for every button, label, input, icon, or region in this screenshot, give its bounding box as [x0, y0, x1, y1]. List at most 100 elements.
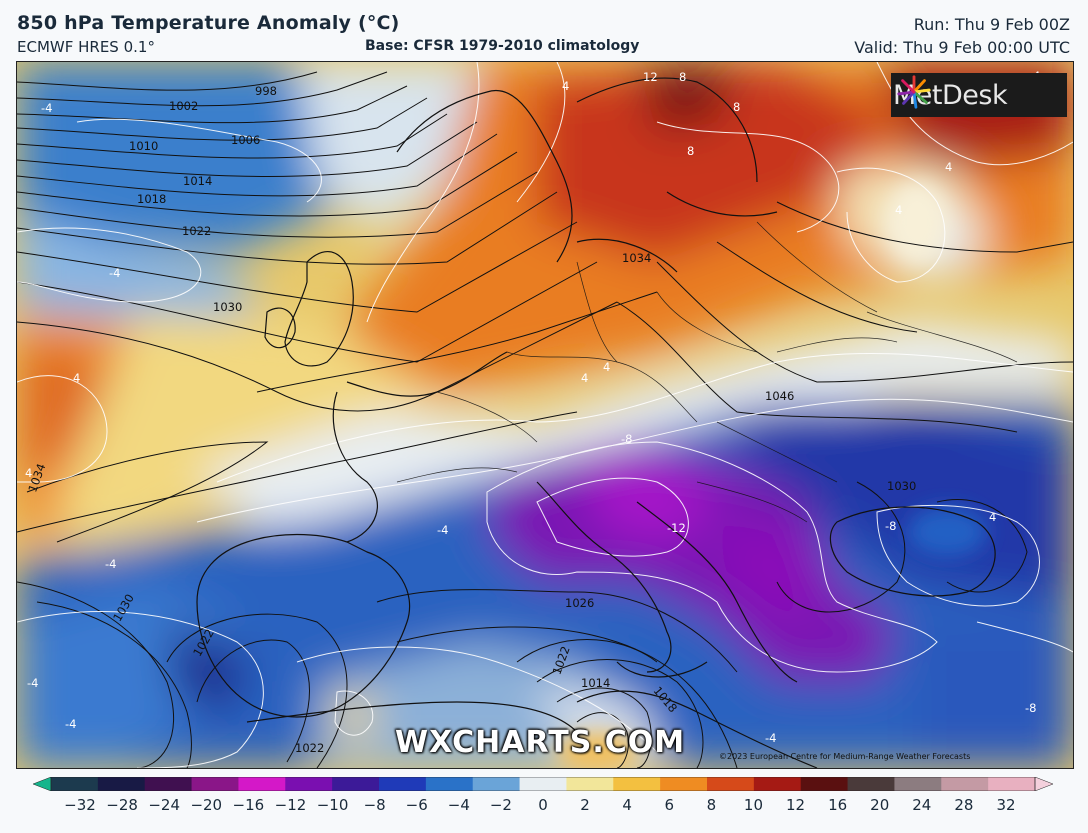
scale-cell: [519, 777, 567, 791]
anomaly-label: -4: [41, 101, 52, 115]
scale-cell: [753, 777, 802, 791]
anomaly-label: -4: [109, 266, 120, 280]
color-scale-ticks: −32 −28 −24 −20 −16 −12 −10 −8 −6 −4 −2 0 2 4 6 8 10 12 16…: [0, 796, 1088, 820]
scale-cell: [707, 777, 755, 791]
chart-header: 850 hPa Temperature Anomaly (°C) ECMWF H…: [0, 0, 1088, 62]
anomaly-map[interactable]: 998 1002 1006 1010 1014 1018 1022 1030 1…: [16, 61, 1074, 769]
scale-arrow-low: [33, 777, 52, 791]
scale-cell: [847, 777, 895, 791]
scale-cell: [660, 777, 708, 791]
anomaly-label: 4: [895, 203, 902, 217]
scale-tick-label: −32: [64, 796, 96, 814]
scale-cell: [238, 777, 286, 791]
scale-tick-label: −24: [148, 796, 180, 814]
anomaly-label: -4: [437, 523, 448, 537]
scale-arrow-high: [1034, 777, 1053, 791]
isobar-label: 998: [255, 84, 277, 98]
map-canvas: 998 1002 1006 1010 1014 1018 1022 1030 1…: [17, 62, 1073, 768]
isobars: [17, 71, 1073, 768]
run-time: Run: Thu 9 Feb 00Z: [913, 15, 1070, 34]
isobar-label: 1018: [137, 192, 166, 206]
model-name: ECMWF HRES 0.1°: [17, 38, 155, 56]
metdesk-logo: MetDesk: [891, 73, 1067, 117]
scale-tick-label: 10: [743, 796, 763, 814]
scale-cell: [941, 777, 989, 791]
anomaly-label: 4: [603, 360, 610, 374]
scale-cell: [191, 777, 239, 791]
anomaly-label: -12: [667, 521, 686, 535]
isobar-label: 1014: [183, 174, 212, 188]
scale-cell: [97, 777, 146, 791]
isobar-label: 1014: [581, 676, 610, 690]
scale-tick-label: −20: [190, 796, 223, 814]
coastlines: [196, 77, 996, 768]
metdesk-burst-icon: [897, 75, 931, 109]
scale-cell: [285, 777, 333, 791]
scale-tick-label: 32: [996, 796, 1016, 814]
isobar-label: 1026: [565, 596, 594, 610]
anomaly-label: -8: [621, 432, 632, 446]
anomaly-label: 4: [562, 79, 569, 93]
scale-cell: [472, 777, 521, 791]
scale-cell: [332, 777, 380, 791]
scale-tick-label: 2: [580, 796, 590, 814]
scale-tick-label: −28: [106, 796, 138, 814]
anomaly-label: -4: [765, 731, 776, 745]
anomaly-label: -4: [27, 676, 38, 690]
scale-tick-label: 12: [785, 796, 806, 814]
scale-cell: [51, 777, 99, 791]
isobar-label: 1006: [231, 133, 260, 147]
anomaly-label: 4: [581, 371, 588, 385]
scale-tick-label: −4: [447, 796, 470, 814]
chart-title: 850 hPa Temperature Anomaly (°C): [17, 12, 400, 34]
color-scale-bar: [33, 777, 1053, 791]
scale-cell: [894, 777, 942, 791]
anomaly-label: 8: [679, 70, 686, 84]
isobar-label: 1030: [887, 479, 916, 493]
scale-cell: [379, 777, 427, 791]
isobar-label: 1010: [129, 139, 158, 153]
scale-cell: [988, 777, 1036, 791]
scale-tick-label: 24: [912, 796, 932, 814]
scale-cell: [425, 777, 474, 791]
scale-tick-label: 16: [828, 796, 848, 814]
scale-tick-label: −6: [405, 796, 428, 814]
scale-tick-label: −2: [489, 796, 512, 814]
isobar-label: 1002: [169, 99, 198, 113]
scale-tick-label: −16: [232, 796, 265, 814]
scale-tick-label: 20: [870, 796, 890, 814]
isobar-label: 1022: [182, 224, 211, 238]
isobar-label: 1034: [622, 251, 651, 265]
climatology-base: Base: CFSR 1979-2010 climatology: [365, 38, 640, 54]
anomaly-label: 8: [733, 100, 740, 114]
temperature-labels: -4 4 -4 4 12 8 8 8 4 4 4 4 4 -8 -12 -8 4…: [25, 69, 1040, 745]
valid-time: Valid: Thu 9 Feb 00:00 UTC: [854, 38, 1070, 57]
scale-tick-label: 6: [664, 796, 675, 814]
anomaly-label: 12: [643, 70, 658, 84]
wxcharts-watermark: WXCHARTS.COM: [395, 725, 686, 760]
copyright-notice: ©2023 European Centre for Medium-Range W…: [719, 752, 971, 761]
anomaly-label: -4: [65, 717, 76, 731]
scale-tick-label: −10: [316, 796, 349, 814]
scale-cell: [800, 777, 849, 791]
scale-tick-label: −12: [274, 796, 307, 814]
anomaly-label: 4: [945, 160, 952, 174]
anomaly-label: -4: [105, 557, 116, 571]
isobar-label: 1030: [213, 300, 242, 314]
anomaly-label: 4: [25, 466, 32, 480]
scale-tick-label: 8: [706, 796, 717, 814]
isobar-label: 1046: [765, 389, 794, 403]
scale-cell: [144, 777, 193, 791]
anomaly-label: 4: [989, 510, 996, 524]
isobar-label: 1022: [295, 741, 324, 755]
scale-cell: [566, 777, 614, 791]
borders: [396, 221, 1018, 523]
anomaly-label: -8: [1025, 701, 1036, 715]
anomaly-label: -8: [885, 519, 896, 533]
scale-tick-label: 0: [538, 796, 548, 814]
scale-tick-label: 4: [622, 796, 632, 814]
scale-cell: [613, 777, 661, 791]
anomaly-label: 4: [73, 371, 80, 385]
scale-tick-label: −8: [363, 796, 386, 814]
anomaly-label: 8: [687, 144, 694, 158]
